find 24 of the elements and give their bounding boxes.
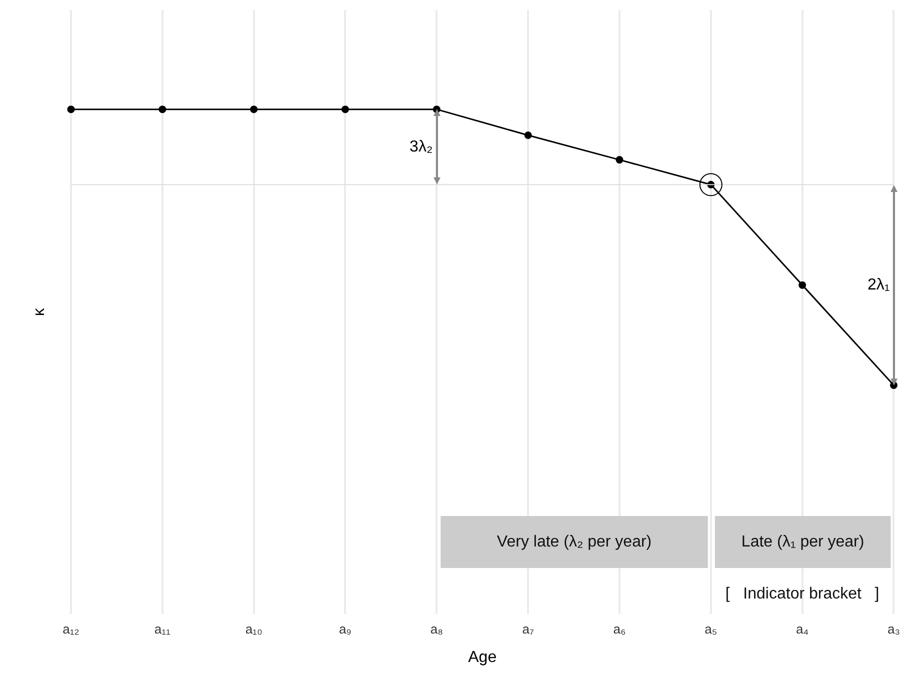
- point: [524, 132, 532, 140]
- x-tick-label: a₈: [430, 622, 443, 637]
- annotation: 2λ₁: [867, 276, 890, 294]
- x-tick-label: a₃: [887, 622, 900, 637]
- point: [341, 106, 349, 114]
- text: Very late (λ₂ per year): [496, 533, 652, 550]
- point: [67, 106, 75, 114]
- point: [616, 156, 624, 164]
- point: [798, 281, 806, 289]
- x-tick-label: a₁₂: [62, 622, 80, 637]
- x-tick-label: a₄: [796, 622, 809, 637]
- x-tick-label: a₁₀: [245, 622, 262, 637]
- x-tick-label: a₇: [522, 622, 534, 637]
- x-tick-label: a₆: [613, 622, 626, 637]
- annotation: 3λ₂: [410, 138, 433, 156]
- x-tick-label: a₅: [704, 622, 718, 637]
- x-tick-label: a₁₁: [154, 622, 172, 637]
- point: [250, 106, 258, 114]
- x-axis-title: Age: [468, 648, 497, 666]
- y-axis-title: κ: [31, 307, 48, 316]
- x-tick-label: a₉: [339, 622, 352, 637]
- point: [158, 106, 166, 114]
- text: Late (λ₁ per year): [741, 533, 864, 550]
- text: [ Indicator bracket ]: [725, 585, 880, 602]
